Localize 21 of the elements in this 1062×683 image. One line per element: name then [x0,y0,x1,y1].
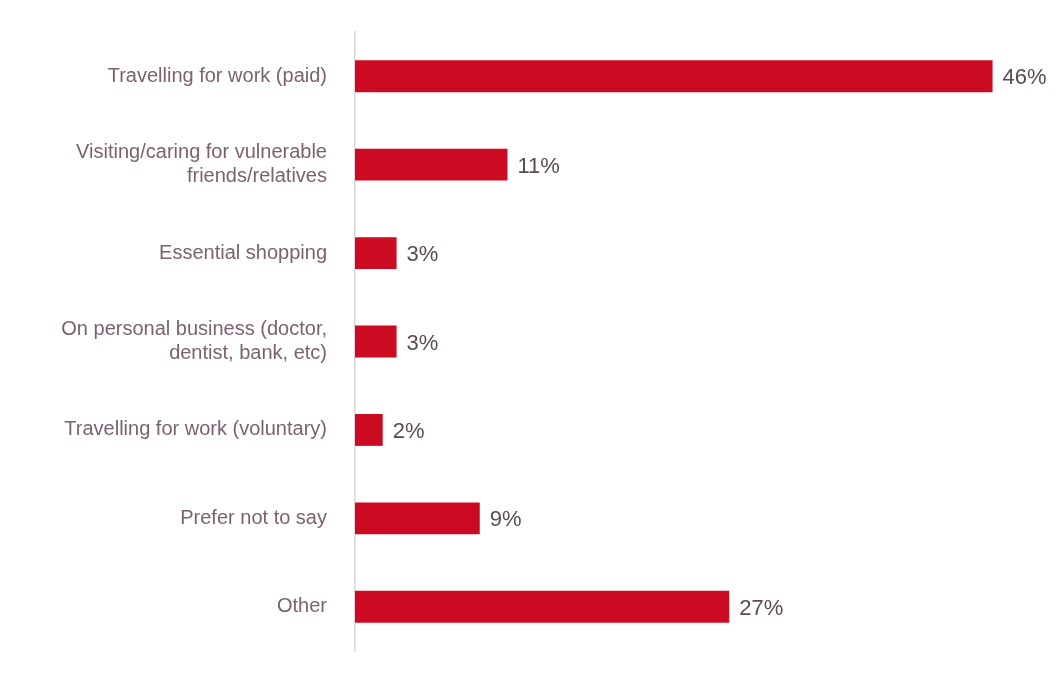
bar [355,414,383,446]
data-label: 46% [1002,64,1047,90]
bar [355,325,397,358]
y-tick-label: On personal business (doctor, dentist, bank, etc) [61,317,327,364]
y-tick-label: Travelling for work (voluntary) [64,417,327,440]
bar [355,148,508,181]
y-tick-label: Travelling for work (paid) [107,63,327,86]
y-tick-label: Essential shopping [159,240,327,263]
bar [355,237,397,269]
data-label: 3% [406,241,439,267]
data-label: 3% [406,329,439,355]
data-label: 11% [517,152,560,178]
y-tick-label: Visiting/caring for vulnerable friends/relatives [76,140,327,187]
bar [355,60,993,93]
bar [355,590,730,623]
data-label: 9% [489,506,522,532]
data-label: 2% [392,417,425,443]
y-tick-label: Other [276,594,328,617]
data-label: 27% [739,594,784,620]
bar [355,502,480,535]
y-tick-label: Prefer not to say [180,505,327,528]
